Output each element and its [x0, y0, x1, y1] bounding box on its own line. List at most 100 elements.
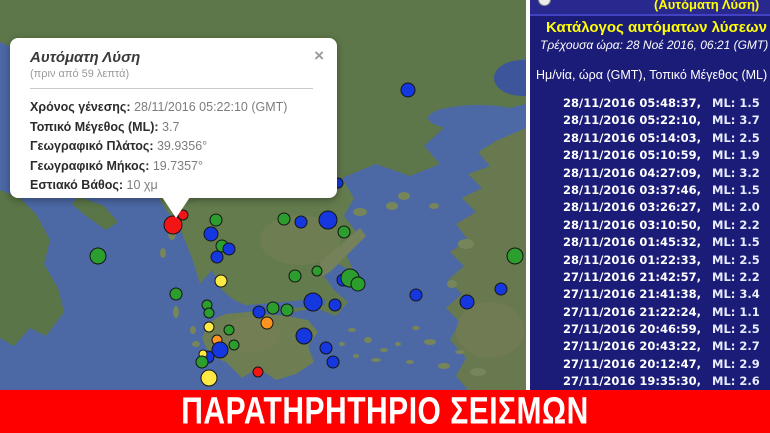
- event-magnitude: ML: 1.5: [712, 96, 760, 110]
- event-datetime: 27/11/2016 20:12:47,: [563, 356, 701, 371]
- banner: ΠΑΡΑΤΗΡΗΤΗΡΙΟ ΣΕΙΣΜΩΝ: [0, 390, 770, 433]
- event-datetime: 28/11/2016 05:48:37,: [563, 96, 701, 110]
- event-row[interactable]: 28/11/2016 01:22:33, ML: 2.5: [530, 252, 770, 269]
- green-earthquake-marker[interactable]: [350, 276, 366, 292]
- event-row[interactable]: 27/11/2016 19:35:30, ML: 2.6: [530, 373, 770, 390]
- sea-black: [494, 60, 526, 96]
- green-earthquake-marker[interactable]: [209, 213, 223, 227]
- event-row[interactable]: 28/11/2016 03:26:27, ML: 2.0: [530, 199, 770, 216]
- green-earthquake-marker[interactable]: [266, 301, 280, 315]
- event-magnitude: ML: 2.2: [712, 269, 760, 284]
- green-earthquake-marker[interactable]: [203, 307, 215, 319]
- radio-auto-solution-label: (Αυτόματη Λύση): [654, 0, 760, 12]
- event-row[interactable]: 28/11/2016 01:45:32, ML: 1.5: [530, 234, 770, 251]
- event-row[interactable]: 28/11/2016 05:14:03, ML: 2.5: [530, 130, 770, 147]
- event-row[interactable]: 28/11/2016 05:48:37, ML: 1.5: [530, 95, 770, 112]
- infowindow-popup: × Αυτόματη Λύση (πριν από 59 λεπτά) Χρόν…: [10, 38, 337, 218]
- popup-field: Χρόνος γένεσης: 28/11/2016 05:22:10 (GMT…: [30, 98, 319, 118]
- yellow-earthquake-marker[interactable]: [203, 321, 215, 333]
- blue-earthquake-marker[interactable]: [459, 294, 475, 310]
- green-earthquake-marker[interactable]: [506, 247, 524, 265]
- popup-fields: Χρόνος γένεσης: 28/11/2016 05:22:10 (GMT…: [30, 98, 319, 196]
- green-earthquake-marker[interactable]: [169, 287, 183, 301]
- columns-header: Ημ/νία, ώρα (GMT), Τοπικό Μέγεθος (ML): [536, 68, 768, 82]
- blue-earthquake-marker[interactable]: [318, 210, 338, 230]
- event-magnitude: ML: 3.7: [712, 113, 760, 128]
- event-magnitude: ML: 2.5: [712, 322, 760, 337]
- popup-divider: [30, 88, 313, 89]
- blue-earthquake-marker[interactable]: [222, 242, 236, 256]
- event-datetime: 28/11/2016 04:27:09,: [563, 165, 701, 180]
- blue-earthquake-marker[interactable]: [203, 226, 219, 242]
- event-magnitude: ML: 1.5: [712, 182, 760, 197]
- blue-earthquake-marker[interactable]: [252, 305, 266, 319]
- event-row[interactable]: 28/11/2016 05:22:10, ML: 3.7: [530, 112, 770, 129]
- blue-earthquake-marker[interactable]: [409, 288, 423, 302]
- event-datetime: 27/11/2016 19:35:30,: [563, 374, 701, 389]
- green-earthquake-marker[interactable]: [89, 247, 107, 265]
- event-datetime: 27/11/2016 21:42:57,: [563, 269, 701, 284]
- field-label: Γεωγραφικό Πλάτος:: [30, 139, 157, 153]
- event-datetime: 28/11/2016 05:14:03,: [563, 130, 701, 145]
- event-datetime: 28/11/2016 03:10:50,: [563, 217, 701, 232]
- green-earthquake-marker[interactable]: [311, 265, 323, 277]
- blue-earthquake-marker[interactable]: [294, 215, 308, 229]
- blue-earthquake-marker[interactable]: [328, 298, 342, 312]
- event-magnitude: ML: 2.5: [712, 252, 760, 267]
- event-list: 28/11/2016 05:48:37, ML: 1.5 28/11/2016 05…: [530, 95, 770, 390]
- event-row[interactable]: 27/11/2016 20:43:22, ML: 2.7: [530, 338, 770, 355]
- event-magnitude: ML: 2.6: [712, 374, 760, 389]
- event-magnitude: ML: 2.5: [712, 130, 760, 145]
- orange-earthquake-marker[interactable]: [260, 316, 274, 330]
- blue-earthquake-marker[interactable]: [295, 327, 313, 345]
- blue-earthquake-marker[interactable]: [494, 282, 508, 296]
- sidebar-topbar: (Αυτόματη Λύση): [530, 0, 770, 16]
- event-magnitude: ML: 1.5: [712, 235, 760, 250]
- event-datetime: 28/11/2016 01:22:33,: [563, 252, 701, 267]
- event-row[interactable]: 27/11/2016 21:41:38, ML: 3.4: [530, 286, 770, 303]
- close-icon[interactable]: ×: [314, 46, 324, 65]
- yellow-earthquake-marker[interactable]: [200, 369, 218, 387]
- event-datetime: 28/11/2016 03:37:46,: [563, 182, 701, 197]
- event-row[interactable]: 27/11/2016 20:12:47, ML: 2.9: [530, 356, 770, 373]
- blue-earthquake-marker[interactable]: [210, 250, 224, 264]
- blue-earthquake-marker[interactable]: [211, 341, 229, 359]
- islands: [160, 192, 486, 376]
- event-datetime: 27/11/2016 21:41:38,: [563, 287, 701, 302]
- event-row[interactable]: 28/11/2016 05:10:59, ML: 1.9: [530, 147, 770, 164]
- event-magnitude: ML: 2.0: [712, 200, 760, 215]
- red-earthquake-marker[interactable]: [163, 215, 183, 235]
- popup-subtitle: (πριν από 59 λεπτά): [30, 68, 130, 80]
- event-row[interactable]: 27/11/2016 20:46:59, ML: 2.5: [530, 321, 770, 338]
- field-label: Τοπικό Μέγεθος (ML):: [30, 119, 163, 134]
- event-row[interactable]: 28/11/2016 03:10:50, ML: 2.2: [530, 217, 770, 234]
- blue-earthquake-marker[interactable]: [319, 341, 333, 355]
- earthquake-markers: [89, 82, 524, 387]
- land-turkey: [446, 128, 526, 390]
- event-datetime: 28/11/2016 05:22:10,: [563, 113, 701, 128]
- green-earthquake-marker[interactable]: [277, 212, 291, 226]
- red-earthquake-marker[interactable]: [252, 366, 264, 378]
- event-row[interactable]: 28/11/2016 04:27:09, ML: 3.2: [530, 165, 770, 182]
- green-earthquake-marker[interactable]: [280, 303, 294, 317]
- blue-earthquake-marker[interactable]: [303, 292, 323, 312]
- green-earthquake-marker[interactable]: [337, 225, 351, 239]
- green-earthquake-marker[interactable]: [228, 339, 240, 351]
- event-row[interactable]: 27/11/2016 21:22:24, ML: 1.1: [530, 304, 770, 321]
- event-magnitude: ML: 3.4: [712, 287, 760, 302]
- event-row[interactable]: 28/11/2016 03:37:46, ML: 1.5: [530, 182, 770, 199]
- event-datetime: 27/11/2016 20:43:22,: [563, 339, 701, 354]
- event-magnitude: ML: 2.9: [712, 356, 760, 371]
- blue-earthquake-marker[interactable]: [326, 355, 340, 369]
- yellow-earthquake-marker[interactable]: [214, 274, 228, 288]
- green-earthquake-marker[interactable]: [223, 324, 235, 336]
- event-datetime: 27/11/2016 20:46:59,: [563, 322, 701, 337]
- radio-auto-solution[interactable]: [538, 0, 551, 6]
- green-earthquake-marker[interactable]: [195, 355, 209, 369]
- map-region[interactable]: × Αυτόματη Λύση (πριν από 59 λεπτά) Χρόν…: [0, 0, 526, 390]
- blue-earthquake-marker[interactable]: [400, 82, 416, 98]
- event-row[interactable]: 27/11/2016 21:42:57, ML: 2.2: [530, 269, 770, 286]
- popup-title: Αυτόματη Λύση: [30, 49, 141, 66]
- green-earthquake-marker[interactable]: [288, 269, 302, 283]
